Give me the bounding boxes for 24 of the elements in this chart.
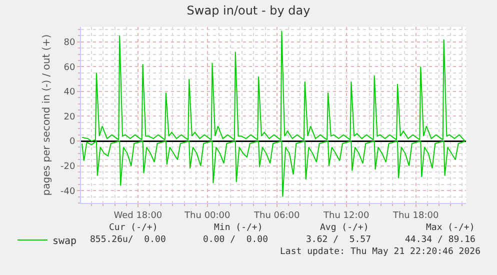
y-tick-label: 20: [64, 112, 76, 122]
text: 44.34 / 89.16: [405, 235, 476, 245]
text: 855.26u/ 0.00: [90, 235, 166, 245]
text: Min (-/+): [214, 223, 263, 233]
text: 3.62 / 5.57: [306, 235, 372, 245]
text: Avg (-/+): [320, 223, 369, 233]
x-tick-label: Thu 06:00: [253, 210, 300, 221]
y-axis-title: pages per second in (-) / out (+): [41, 34, 52, 196]
x-tick-label: Thu 18:00: [392, 210, 439, 221]
x-tick-label: Wed 18:00: [114, 210, 162, 221]
y-tick-label: -20: [60, 162, 76, 172]
y-tick-label: 0: [69, 137, 76, 148]
x-tick-label: Thu 12:00: [322, 210, 370, 221]
text: 0.00 / 0.00: [203, 235, 268, 245]
y-tick-label: -40: [60, 186, 76, 197]
text: Last update: Thu May 21 22:20:46 2026: [280, 247, 480, 257]
y-tick-label: 40: [64, 88, 76, 98]
text: Max (-/+): [426, 223, 475, 233]
y-tick-label: 80: [64, 38, 76, 48]
x-tick-label: Thu 00:00: [184, 210, 231, 221]
y-tick-label: 60: [64, 62, 76, 73]
text: Cur (-/+): [109, 223, 158, 233]
legend-label: swap: [52, 236, 77, 247]
chart-title: Swap in/out - by day: [186, 3, 310, 18]
